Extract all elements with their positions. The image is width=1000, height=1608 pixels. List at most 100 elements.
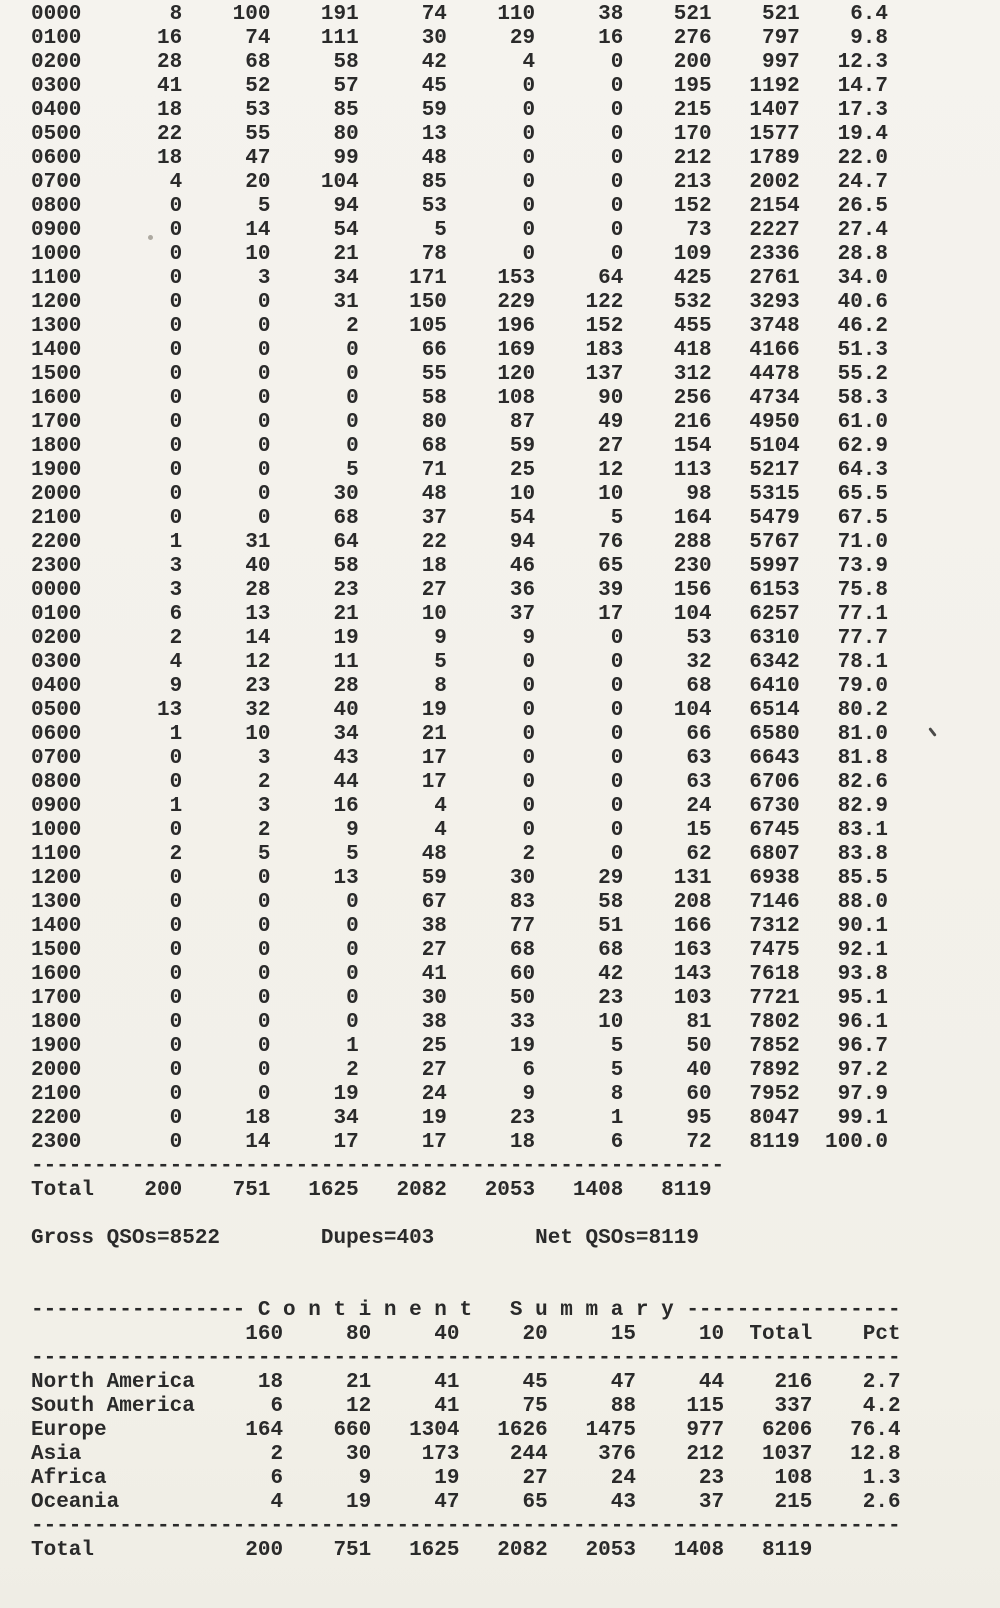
band-80-cell: 0 — [182, 939, 271, 962]
hour-cell: 2300 — [31, 555, 82, 578]
band-10-cell: 12 — [535, 459, 624, 482]
dashed-rule: ----------------------------------------… — [31, 1515, 901, 1538]
rate-row: 1100 0 3 34 171 153 64 425 2761 34.0 — [31, 267, 901, 291]
band-15-cell: 108 — [446, 387, 536, 410]
pct-cell: 82.9 — [799, 795, 888, 818]
band-15-cell: 0 — [446, 819, 536, 842]
band-160-cell: 3 — [81, 579, 183, 602]
rate-row: 0100 6 13 21 10 37 17 104 6257 77.1 — [31, 603, 901, 627]
band-160-cell: 0 — [81, 1035, 183, 1058]
band-80-cell: 3 — [182, 747, 271, 770]
band-80-cell: 0 — [182, 915, 271, 938]
hour-total-cell: 276 — [623, 27, 712, 50]
cumulative-cell: 7802 — [711, 1011, 800, 1034]
hour-cell: 1100 — [31, 843, 82, 866]
net-qsos: Net QSOs=8119 — [535, 1227, 699, 1250]
hour-total-cell: 156 — [623, 579, 712, 602]
band-160-cell: 0 — [81, 939, 183, 962]
pct-cell: 46.2 — [799, 315, 888, 338]
band-20-cell: 30 — [358, 27, 447, 50]
band-160-cell: 0 — [81, 1011, 183, 1034]
band-80-cell: 0 — [182, 483, 271, 506]
band-15-cell: 120 — [446, 363, 536, 386]
band-160-cell: 0 — [81, 411, 183, 434]
band-80-cell: 10 — [182, 243, 271, 266]
hour-cell: 0700 — [31, 747, 82, 770]
band-10-cell: 0 — [535, 123, 624, 146]
band-160-cell: 2 — [81, 627, 183, 650]
pct-cell: 26.5 — [799, 195, 888, 218]
hour-total-cell: 68 — [623, 675, 712, 698]
band-80-cell: 18 — [182, 1107, 271, 1130]
cumulative-cell: 7952 — [711, 1083, 800, 1106]
pct-cell: 88.0 — [799, 891, 888, 914]
band-160-cell: 0 — [81, 363, 183, 386]
band-15-cell: 0 — [446, 99, 536, 122]
cumulative-cell: 3748 — [711, 315, 800, 338]
band-80-cell: 0 — [182, 315, 271, 338]
pct-cell: 6.4 — [799, 3, 888, 26]
band-20-cell: 71 — [358, 459, 447, 482]
rate-row: 1900 0 0 5 71 25 12 113 5217 64.3 — [31, 459, 901, 483]
rate-row: 1900 0 0 1 25 19 5 50 7852 96.7 — [31, 1035, 901, 1059]
continent-40-cell: 47 — [371, 1491, 460, 1514]
band-80-cell: 0 — [182, 1059, 271, 1082]
rate-row: 1200 0 0 31 150 229 122 532 3293 40.6 — [31, 291, 901, 315]
band-20-cell: 4 — [358, 819, 447, 842]
band-10-cell: 49 — [535, 411, 624, 434]
band-10-cell: 0 — [535, 219, 624, 242]
hour-cell: 1800 — [31, 1011, 82, 1034]
rate-row: 1700 0 0 0 80 87 49 216 4950 61.0 — [31, 411, 901, 435]
band-20-cell: 74 — [358, 3, 447, 26]
band-10-cell: 0 — [535, 771, 624, 794]
continent-15-cell: 43 — [547, 1491, 636, 1514]
band-160-cell: 0 — [81, 483, 183, 506]
band-160-cell: 4 — [81, 171, 183, 194]
band-20-cell: 59 — [358, 867, 447, 890]
hour-total-cell: 213 — [623, 171, 712, 194]
band-160-cell: 18 — [81, 147, 183, 170]
band-15-cell: 0 — [446, 123, 536, 146]
hour-total-cell: 73 — [623, 219, 712, 242]
hour-total-cell: 212 — [623, 147, 712, 170]
continent-20-cell: 75 — [459, 1395, 548, 1418]
pct-cell: 58.3 — [799, 387, 888, 410]
hour-total-cell: 163 — [623, 939, 712, 962]
band-15-cell: 25 — [446, 459, 536, 482]
band-80-cell: 0 — [182, 987, 271, 1010]
cumulative-cell: 5997 — [711, 555, 800, 578]
band-160-cell: 1 — [81, 723, 183, 746]
rate-row: 1400 0 0 0 38 77 51 166 7312 90.1 — [31, 915, 901, 939]
cumulative-cell: 4478 — [711, 363, 800, 386]
rate-row: 1500 0 0 0 27 68 68 163 7475 92.1 — [31, 939, 901, 963]
band-80-cell: 55 — [182, 123, 271, 146]
hour-cell: 0100 — [31, 603, 82, 626]
band-80-cell: 5 — [182, 843, 271, 866]
cumulative-cell: 6807 — [711, 843, 800, 866]
band-20-cell: 8 — [358, 675, 447, 698]
rate-row: 2200 1 31 64 22 94 76 288 5767 71.0 — [31, 531, 901, 555]
hour-cell: 1700 — [31, 987, 82, 1010]
band-40-cell: 21 — [270, 243, 359, 266]
hour-cell: 1400 — [31, 915, 82, 938]
total-label: Total — [31, 1539, 195, 1562]
band-40-cell: 85 — [270, 99, 359, 122]
band-40-cell: 94 — [270, 195, 359, 218]
band-40-cell: 5 — [270, 459, 359, 482]
band-10-cell: 0 — [535, 171, 624, 194]
hour-cell: 0000 — [31, 579, 82, 602]
continent-name-cell: Europe — [31, 1419, 195, 1442]
hour-total-cell: 62 — [623, 843, 712, 866]
continent-total-80-cell: 751 — [283, 1539, 372, 1562]
band-80-cell: 2 — [182, 771, 271, 794]
band-160-cell: 0 — [81, 339, 183, 362]
cumulative-cell: 8119 — [711, 1131, 800, 1154]
cumulative-cell: 7618 — [711, 963, 800, 986]
hour-total-cell: 66 — [623, 723, 712, 746]
band-80-cell: 14 — [182, 627, 271, 650]
continent-20-cell: 27 — [459, 1467, 548, 1490]
continent-10-cell: 115 — [635, 1395, 725, 1418]
band-80-cell: 23 — [182, 675, 271, 698]
band-15-cell: 0 — [446, 699, 536, 722]
continent-name-cell: Asia — [31, 1443, 195, 1466]
